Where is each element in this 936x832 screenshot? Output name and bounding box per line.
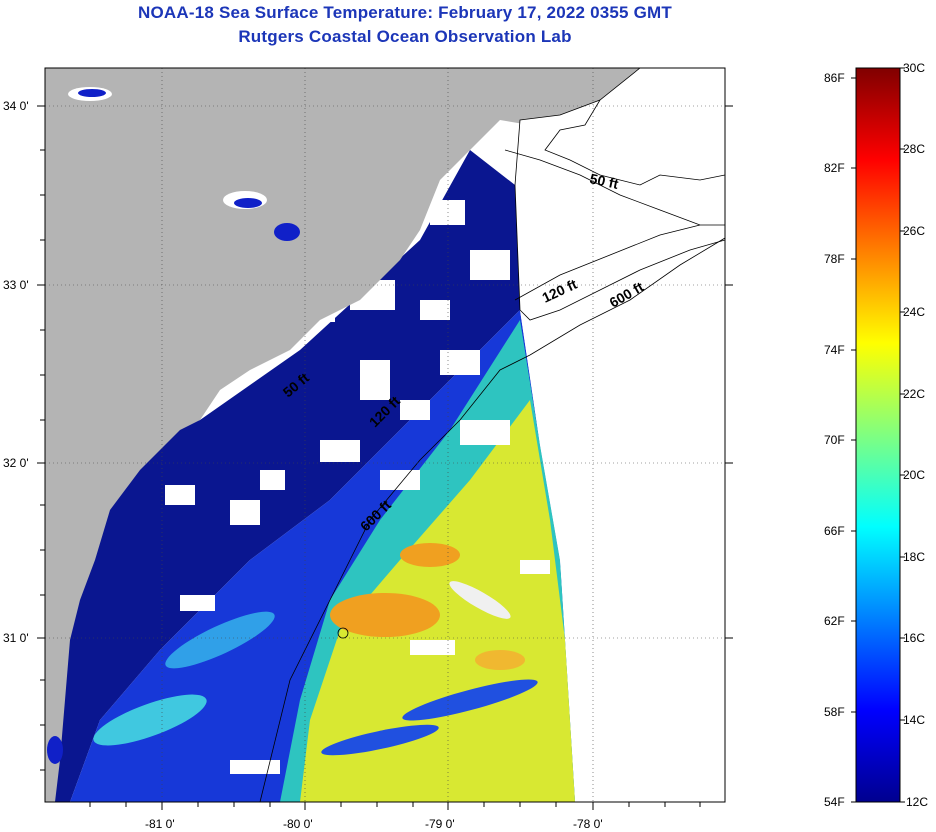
warm-band-region (300, 400, 575, 802)
colorbar-f-label: 86F (824, 71, 845, 85)
colorbar-f-label: 54F (824, 795, 845, 809)
lon-tick-label: -79 0' (425, 817, 455, 831)
colorbar-c-label: 28C (903, 142, 925, 156)
lat-tick-label: 32 0' (3, 456, 29, 470)
land-mass (45, 68, 640, 802)
warm-core-patch (400, 543, 460, 567)
colorbar-c-label: 16C (903, 631, 925, 645)
inland-lake (274, 223, 300, 241)
map-subtitle: Rutgers Coastal Ocean Observation Lab (238, 27, 572, 46)
graticule (45, 68, 725, 802)
warm-core-patch (475, 650, 525, 670)
lon-tick-label: -81 0' (145, 817, 175, 831)
contour-600ft (529, 237, 725, 356)
colorbar-f-label: 74F (824, 343, 845, 357)
contour-ring (337, 627, 349, 639)
map-title: NOAA-18 Sea Surface Temperature: Februar… (138, 3, 672, 22)
lat-tick-label: 31 0' (3, 631, 29, 645)
cool-streak (321, 724, 439, 756)
colorbar-c-label: 12C (906, 795, 928, 809)
colorbar-ticks (851, 67, 905, 803)
inland-lake (47, 736, 63, 764)
colorbar-f-label: 62F (824, 614, 845, 628)
colorbar-c-label: 20C (903, 468, 925, 482)
warm-core-patch (330, 593, 440, 637)
lat-tick-label: 33 0' (3, 278, 29, 292)
colorbar-f-label: 78F (824, 252, 845, 266)
cool-streak (402, 679, 538, 721)
colorbar-c-label: 18C (903, 550, 925, 564)
lon-tick-label: -80 0' (283, 817, 313, 831)
tick-marks (37, 105, 733, 810)
colorbar-f-label: 70F (824, 433, 845, 447)
contour-600ft-south (259, 354, 531, 802)
contour-label: 50 ft (588, 170, 620, 192)
map-frame (44, 67, 726, 803)
colorbar-c-label: 14C (903, 713, 925, 727)
cloud-streak (449, 581, 511, 619)
lat-tick-label: 34 0' (3, 99, 29, 113)
contour-120ft (514, 224, 701, 301)
coastline-north (514, 68, 725, 321)
colorbar-f-label: 82F (824, 161, 845, 175)
colorbar-c-label: 26C (903, 224, 925, 238)
inland-lake (78, 89, 106, 97)
colorbar-f-label: 66F (824, 524, 845, 538)
colorbar-c-label: 30C (903, 61, 925, 75)
colorbar (855, 67, 901, 803)
colorbar-f-label: 58F (824, 705, 845, 719)
cool-streak (93, 694, 207, 746)
inland-lake (234, 198, 262, 208)
coastline (544, 99, 725, 186)
lon-tick-label: -78 0' (573, 817, 603, 831)
colorbar-c-label: 24C (903, 305, 925, 319)
colorbar-c-label: 22C (903, 387, 925, 401)
cool-streak (165, 611, 275, 669)
